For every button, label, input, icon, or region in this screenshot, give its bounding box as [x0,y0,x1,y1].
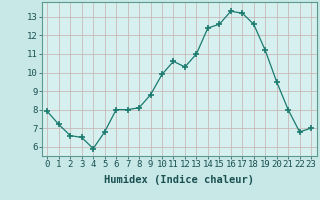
X-axis label: Humidex (Indice chaleur): Humidex (Indice chaleur) [104,175,254,185]
